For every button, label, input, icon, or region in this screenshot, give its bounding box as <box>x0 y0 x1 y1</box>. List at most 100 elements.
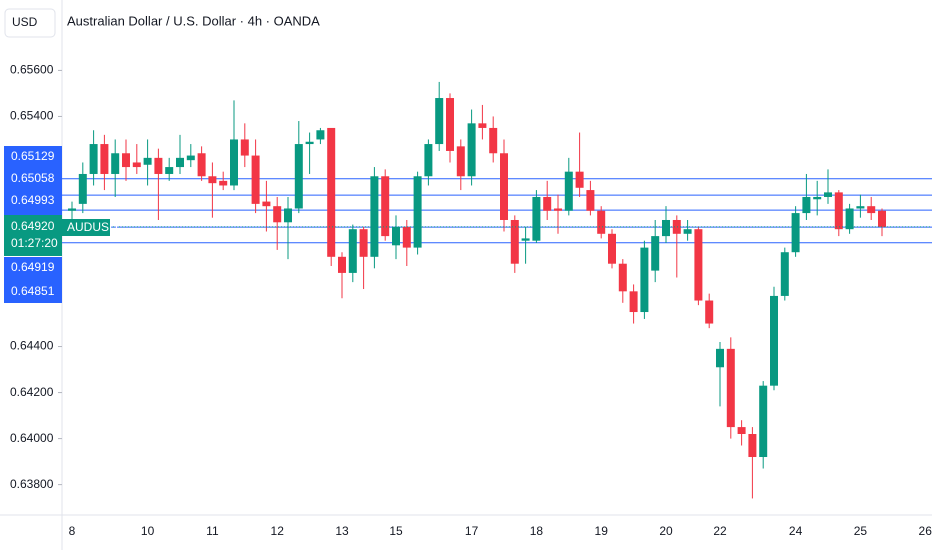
candle-body <box>856 206 865 209</box>
y-tick-label: 0.65600 <box>10 63 54 77</box>
candle-body <box>132 162 141 168</box>
candle-body <box>554 208 562 211</box>
candle-body <box>186 155 195 161</box>
candle-body <box>402 226 411 248</box>
x-tick-label: 15 <box>389 524 403 538</box>
candle-body <box>424 144 433 177</box>
plot-area <box>62 0 932 515</box>
candle-body <box>338 256 346 273</box>
x-tick-label: 10 <box>141 524 155 538</box>
candle-body <box>143 157 152 165</box>
candle-body <box>802 196 811 214</box>
candle-body <box>683 229 692 234</box>
candle-body <box>500 153 508 220</box>
y-tick-label: 0.64400 <box>10 339 54 353</box>
level-label: 0.64851 <box>11 284 55 298</box>
candle-body <box>748 433 757 458</box>
candle-body <box>122 153 130 168</box>
x-tick-label: 19 <box>595 524 609 538</box>
candle-body <box>532 196 541 241</box>
level-label: 0.65129 <box>11 149 55 163</box>
level-label: 0.64993 <box>11 193 55 207</box>
candle-body <box>294 144 303 209</box>
candle-body <box>845 208 854 230</box>
candle-body <box>273 206 282 223</box>
candle-body <box>435 98 444 145</box>
candle-body <box>176 157 184 168</box>
candle-body <box>100 144 109 174</box>
candle-body <box>381 176 390 237</box>
candle-body <box>78 173 87 204</box>
candle-body <box>813 196 822 200</box>
candle-body <box>240 139 249 156</box>
y-tick-label: 0.64000 <box>10 431 54 445</box>
candle-body <box>791 213 800 253</box>
level-label-box <box>4 257 62 303</box>
candle-body <box>208 176 217 184</box>
x-tick-label: 22 <box>713 524 727 538</box>
y-tick-label: 0.64200 <box>10 385 54 399</box>
candle-body <box>316 130 325 140</box>
symbol-tag-box <box>62 219 110 236</box>
countdown: 01:27:20 <box>11 236 58 250</box>
level-label: 0.65058 <box>11 171 55 185</box>
x-tick-label: 11 <box>206 524 219 538</box>
candle-body <box>370 176 379 257</box>
level-label-box <box>4 146 62 215</box>
candle-body <box>575 171 584 188</box>
last-price-label: 0.64920 <box>11 219 55 233</box>
candle-body <box>737 427 746 434</box>
currency[interactable]: USD <box>12 15 38 29</box>
x-tick-label: 8 <box>69 524 76 538</box>
candle-body <box>219 180 228 186</box>
x-tick-label: 20 <box>659 524 673 538</box>
candle-body <box>629 291 638 313</box>
candle-body <box>694 229 703 301</box>
candle-body <box>770 295 778 386</box>
candle-body <box>564 171 573 211</box>
candle-body <box>446 98 454 151</box>
candle-body <box>834 192 843 230</box>
y-tick-label: 0.65400 <box>10 109 54 123</box>
candle-body <box>878 210 886 227</box>
last-price-box <box>4 215 62 256</box>
candle-body <box>165 167 174 174</box>
candle-body <box>456 146 465 177</box>
candle-body <box>305 141 314 145</box>
x-tick-label: 13 <box>335 524 349 538</box>
symbol-tag: AUDUSD <box>67 220 118 234</box>
candle-body <box>489 127 498 154</box>
candle-body <box>824 192 832 197</box>
candle-body <box>521 238 530 241</box>
candle-body <box>478 123 487 128</box>
x-tick-label: 12 <box>271 524 285 538</box>
chart-title: Australian Dollar / U.S. Dollar · 4h · O… <box>67 13 320 28</box>
candle-body <box>716 348 724 368</box>
level-label: 0.64919 <box>11 260 55 274</box>
x-tick-label: 25 <box>854 524 868 538</box>
candle-body <box>510 219 519 264</box>
candle-body <box>726 348 735 428</box>
candle-body <box>586 190 595 211</box>
candle-body <box>780 252 789 296</box>
y-tick-label: 0.63800 <box>10 477 54 491</box>
candle-body <box>640 247 649 313</box>
candle-body <box>392 226 400 246</box>
candle-body <box>467 123 476 177</box>
currency-button[interactable] <box>4 8 56 38</box>
candle-body <box>543 196 552 211</box>
candle-body <box>89 144 98 174</box>
candle-body <box>608 233 616 264</box>
candle-body <box>413 176 422 248</box>
candle-body <box>197 153 206 177</box>
candle-body <box>662 219 670 237</box>
candle-body <box>111 153 120 174</box>
x-tick-label: 17 <box>465 524 479 538</box>
candle-body <box>348 229 357 273</box>
candle-body <box>618 263 627 292</box>
candle-body <box>651 236 660 271</box>
candle-body <box>597 210 606 234</box>
candle-body <box>705 300 714 324</box>
candle-body <box>230 139 238 186</box>
